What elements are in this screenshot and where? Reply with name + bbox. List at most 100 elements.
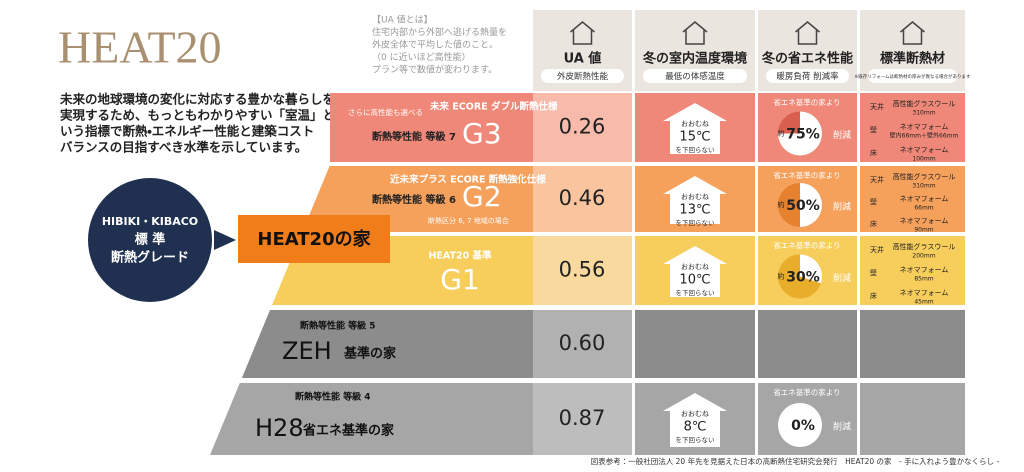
header-icon [795, 21, 820, 45]
temp-post: を下回らない [676, 219, 715, 227]
badge-line: HIBIKI・KIBACO [102, 215, 198, 228]
ua-note-line: プラン等で数値が変わります。 [372, 64, 497, 76]
insulation-thickness: 66mm [914, 205, 933, 212]
row-suffix: 省エネ基準の家 [302, 423, 394, 439]
row-grade: 断熱等性能 等級 5 [300, 320, 376, 332]
column-title: UA 値 [564, 51, 602, 67]
ua-note-line: （0 に近いほど高性能） [372, 51, 471, 63]
energy-percent: 75% [786, 127, 820, 143]
ua-note-line: 外皮全体で平均した値のこと。 [372, 39, 498, 51]
energy-pie-bg [778, 403, 822, 447]
description-line: 未来の地球環境の変化に対応する豊かな暮らしを [59, 92, 335, 107]
ua-value: 0.60 [559, 331, 606, 355]
insulation-thickness: 壁内66mm＋壁外66mm [890, 132, 959, 140]
temp-value: 10℃ [679, 273, 710, 288]
row-grade: 断熱等性能 等級 7 [372, 130, 456, 143]
insulation-thickness: 100mm [912, 156, 935, 163]
energy-approx: 約 [778, 200, 785, 209]
energy-percent: 50% [786, 198, 820, 214]
energy-label: 省エネ基準の家より [773, 240, 840, 250]
row-spec: 近未来プラス ECORE 断熱強化仕様 [390, 174, 546, 186]
energy-approx: 約 [778, 129, 785, 138]
ua-value: 0.26 [559, 115, 606, 139]
temp-value: 15℃ [679, 130, 710, 145]
insulation-part: 床 [870, 149, 877, 157]
insulation-material: ネオマフォーム [900, 195, 949, 203]
row-name: G3 [462, 117, 502, 150]
temp-value: 13℃ [679, 203, 710, 218]
badge-line: 標 準 [135, 232, 166, 248]
column-title: 標準断熱材 [880, 51, 945, 67]
row-spec: HEAT20 基準 [428, 250, 492, 262]
column-sub: 最低の体感温度 [665, 71, 725, 82]
insulation-part: 床 [870, 292, 877, 300]
energy-percent: 0% [791, 418, 815, 434]
insulation-part: 壁 [870, 125, 877, 134]
arrow-label: HEAT20の家 [257, 228, 370, 250]
energy-post: 削減 [833, 201, 851, 213]
insulation-part: 壁 [870, 268, 877, 277]
ua-cell [533, 236, 632, 305]
header-icon [682, 21, 708, 45]
insulation-part: 天井 [870, 102, 884, 111]
temp-pre: おおむね [681, 263, 709, 271]
row-name: ZEH [282, 337, 332, 365]
row-suffix: 基準の家 [343, 346, 396, 362]
energy-approx: 約 [778, 272, 785, 281]
temp-pre: おおむね [681, 193, 709, 201]
arrow-label-bg [238, 215, 390, 263]
insulation-part: 床 [870, 220, 877, 228]
ua-value: 0.46 [559, 186, 606, 210]
row-name: G1 [440, 263, 480, 296]
row-name: H28 [255, 414, 304, 442]
ua-note-line: 住宅内部から外部へ逃げる熱量を [372, 26, 507, 38]
ua-cell [533, 310, 632, 378]
column-title: 冬の室内温度環境 [642, 51, 747, 67]
ua-value: 0.87 [559, 406, 606, 430]
insulation-thickness: 85mm [914, 276, 933, 283]
energy-post: 削減 [833, 421, 851, 433]
badge [88, 178, 212, 302]
insulation-material: 高性能グラスウール [893, 99, 956, 108]
row-prefix: さらに高性能も選べる [348, 107, 423, 117]
arrow [214, 230, 236, 250]
description-line: いう指標で断熱・エネルギー性能と建築コスト [60, 124, 314, 139]
temp-post: を下回らない [676, 146, 715, 154]
insulation-thickness: 310mm [912, 183, 935, 190]
insulation-thickness: 45mm [914, 299, 933, 306]
energy-pie-wedge [800, 254, 822, 284]
title: HEAT20 [58, 22, 222, 73]
insulation-material: ネオマフォーム [900, 266, 949, 274]
insulation-material: ネオマフォーム [900, 146, 949, 154]
insulation-material: 高性能グラスウール [893, 242, 956, 251]
column-sub: ※既存リフォームは断熱材の厚みが異なる場合があります [854, 73, 971, 80]
energy-label: 省エネ基準の家より [773, 97, 840, 107]
energy-percent: 30% [786, 270, 820, 286]
ua-value: 0.56 [559, 258, 606, 282]
description-line: バランスの目指すべき水準を示しています。 [60, 140, 307, 155]
footer: 図表参考：一般社団法人 20 年先を見据えた日本の高断熱住宅研究会発行 HEAT… [591, 456, 1000, 466]
house-icon [663, 176, 727, 224]
temp-pre: おおむね [681, 410, 709, 418]
insulation-thickness: 310mm [912, 110, 935, 117]
temp-value: 8℃ [684, 420, 707, 435]
row-grade: 断熱等性能 等級 4 [295, 391, 371, 403]
energy-pie-wedge [778, 111, 822, 156]
insulation-thickness: 90mm [914, 227, 933, 234]
column-sub: 暖房負荷 削減率 [776, 71, 839, 82]
house-icon [663, 393, 727, 447]
energy-label: 省エネ基準の家より [773, 170, 840, 180]
row-grade: 断熱等性能 等級 6 [372, 193, 456, 206]
description-line: 実現するため、もっともわかりやすい「室温」と [60, 108, 335, 123]
energy-post: 削減 [833, 272, 851, 284]
column-title: 冬の省エネ性能 [761, 51, 853, 67]
ua-cell [533, 383, 632, 455]
ua-cell [533, 166, 632, 232]
insulation-part: 天井 [870, 245, 884, 254]
insulation-thickness: 200mm [912, 253, 935, 260]
row-name: G2 [462, 180, 502, 213]
column-sub: 外皮断熱性能 [557, 71, 609, 82]
column-sub-bg [868, 69, 957, 83]
column-sub-bg [766, 69, 849, 83]
